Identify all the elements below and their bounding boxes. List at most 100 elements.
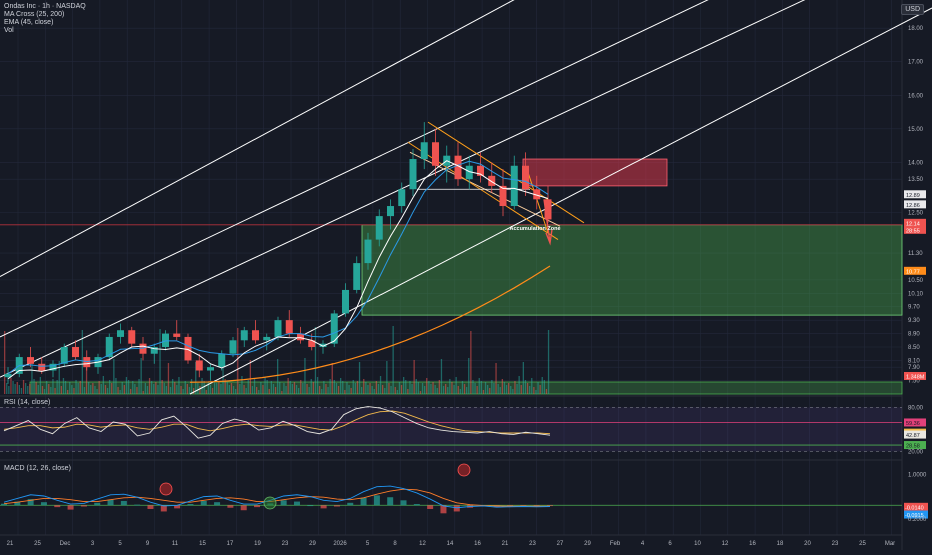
volume-bar xyxy=(327,387,329,394)
volume-bar xyxy=(243,385,245,394)
volume-bar xyxy=(319,386,321,394)
macd-histogram-bar xyxy=(27,499,34,506)
rsi-axis-label: 80.00 xyxy=(908,405,924,411)
volume-bar xyxy=(39,377,41,394)
volume-bar xyxy=(400,385,403,394)
legend-ema[interactable]: EMA (45, close) xyxy=(4,19,54,26)
volume-bar xyxy=(312,382,314,394)
candle-body xyxy=(105,336,113,358)
volume-bar xyxy=(302,383,304,394)
candle-body xyxy=(195,360,203,371)
volume-bar xyxy=(274,387,277,394)
volume-bar xyxy=(146,386,149,394)
volume-bar xyxy=(161,380,163,394)
price-tag-bg xyxy=(904,200,926,209)
volume-bar xyxy=(88,382,90,394)
rsi-tag: 59.36 xyxy=(906,421,920,427)
macd-title[interactable]: MACD (12, 26, close) xyxy=(4,465,71,472)
time-axis-label: 3 xyxy=(91,541,95,547)
volume-bar xyxy=(449,379,451,394)
candle-body xyxy=(364,239,372,264)
volume-bar xyxy=(266,380,268,394)
volume-bar xyxy=(300,380,302,394)
volume-bar xyxy=(480,381,482,394)
rsi-line xyxy=(3,406,551,439)
price-axis-label: 8.10 xyxy=(908,358,920,364)
volume-bar xyxy=(491,380,493,394)
candle-body xyxy=(162,333,169,348)
volume-bar xyxy=(270,381,272,394)
macd-tag: -0.0915 xyxy=(905,513,924,519)
volume-bar xyxy=(342,381,344,394)
macd-histogram-bar xyxy=(520,505,527,507)
candle-body xyxy=(533,189,541,200)
macd-histogram-bar xyxy=(387,497,394,506)
volume-bar xyxy=(459,389,461,394)
volume-bar xyxy=(258,390,260,394)
time-axis-label: 16 xyxy=(749,541,756,547)
volume-bar xyxy=(403,377,405,394)
volume-bar xyxy=(253,378,256,394)
volume-bar xyxy=(367,385,369,394)
ma-fast-line xyxy=(7,160,549,380)
volume-bar xyxy=(438,380,440,394)
volume-bar xyxy=(384,388,386,394)
supply-zone xyxy=(522,158,668,187)
volume-bar xyxy=(547,330,550,394)
volume-bar xyxy=(29,384,31,394)
volume-bar xyxy=(379,376,382,394)
volume-bar xyxy=(102,376,104,394)
currency-badge[interactable]: USD xyxy=(901,4,924,15)
candle-body xyxy=(522,165,529,190)
volume-bar xyxy=(94,386,96,394)
candle-body xyxy=(229,340,237,354)
volume-bar xyxy=(541,377,543,394)
candle-body xyxy=(60,347,68,364)
time-axis-label: 23 xyxy=(282,541,289,547)
volume-bar xyxy=(163,383,165,394)
volume-bar xyxy=(417,382,419,394)
volume-bar xyxy=(123,385,125,394)
legend-volume[interactable]: Vol xyxy=(4,27,14,34)
volume-bar xyxy=(531,378,533,394)
macd-histogram-bar xyxy=(360,497,367,506)
time-axis-label: 27 xyxy=(557,541,564,547)
grid-layer xyxy=(0,0,903,550)
volume-bar xyxy=(468,358,470,394)
volume-bar xyxy=(245,388,247,394)
volume-bar xyxy=(394,387,396,394)
rsi-title[interactable]: RSI (14, close) xyxy=(4,399,51,406)
volume-bar xyxy=(144,383,146,394)
volume-bar xyxy=(136,387,138,394)
macd-histogram-bar xyxy=(347,502,354,506)
volume-bar xyxy=(100,384,102,394)
demand-zone xyxy=(361,224,903,316)
volume-bar xyxy=(398,382,401,394)
candle-body xyxy=(544,199,552,220)
price-axis-label: 11.30 xyxy=(908,251,923,257)
volume-bar xyxy=(262,385,264,394)
volume-bar xyxy=(249,360,251,394)
volume-bar xyxy=(113,359,115,394)
legend-symbol[interactable]: Ondas Inc · 1h · NASDAQ xyxy=(4,3,86,10)
price-tag-bg xyxy=(904,225,926,234)
volume-bar xyxy=(421,383,424,394)
volume-bar xyxy=(43,389,46,394)
volume-bar xyxy=(178,377,180,394)
legend-ma-cross[interactable]: MA Cross (25, 200) xyxy=(4,11,65,18)
candle-body xyxy=(139,343,147,354)
volume-bar xyxy=(361,387,363,394)
volume-bar xyxy=(430,384,432,394)
volume-bar xyxy=(115,378,117,394)
time-axis-label: 21 xyxy=(7,541,14,547)
candle-body xyxy=(342,289,349,314)
volume-bar xyxy=(203,381,205,394)
volume-bar xyxy=(304,358,306,394)
volume-bar xyxy=(386,361,388,394)
price-tag: 12.89 xyxy=(906,193,920,199)
volume-bar xyxy=(207,382,209,394)
macd-histogram-bar xyxy=(40,502,47,506)
volume-bar xyxy=(455,377,457,394)
